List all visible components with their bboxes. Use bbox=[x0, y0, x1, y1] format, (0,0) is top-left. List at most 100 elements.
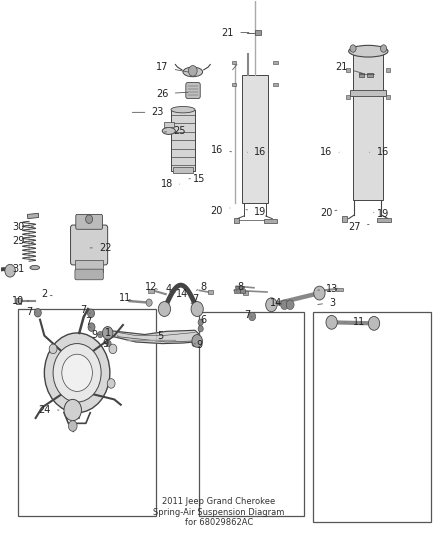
Circle shape bbox=[249, 312, 256, 321]
Circle shape bbox=[68, 421, 77, 431]
Bar bbox=[350, 90, 386, 96]
Circle shape bbox=[106, 341, 111, 347]
Circle shape bbox=[88, 309, 95, 318]
Bar bbox=[367, 73, 373, 77]
Circle shape bbox=[49, 344, 57, 354]
Bar bbox=[346, 95, 350, 99]
Bar bbox=[342, 216, 347, 222]
Bar bbox=[232, 83, 237, 86]
Bar bbox=[353, 51, 383, 94]
Bar bbox=[163, 122, 174, 127]
Circle shape bbox=[326, 316, 337, 329]
Circle shape bbox=[102, 327, 113, 340]
Text: 4: 4 bbox=[166, 284, 175, 294]
Text: 11: 11 bbox=[346, 317, 365, 327]
Text: 9: 9 bbox=[102, 338, 109, 349]
Circle shape bbox=[109, 344, 117, 354]
Text: 1: 1 bbox=[105, 328, 118, 338]
Text: 16: 16 bbox=[320, 147, 339, 157]
Circle shape bbox=[64, 399, 81, 421]
Circle shape bbox=[368, 317, 380, 330]
Ellipse shape bbox=[349, 45, 388, 57]
Text: 11: 11 bbox=[119, 293, 131, 303]
Text: 9: 9 bbox=[194, 340, 202, 350]
Bar bbox=[16, 298, 21, 304]
Bar bbox=[255, 30, 261, 35]
Text: 18: 18 bbox=[160, 179, 180, 189]
Bar bbox=[199, 312, 304, 516]
Ellipse shape bbox=[162, 127, 175, 134]
Text: 20: 20 bbox=[211, 206, 230, 216]
Text: 6: 6 bbox=[201, 314, 207, 325]
Text: 2011 Jeep Grand Cherokee
Spring-Air Suspension Diagram
for 68029862AC: 2011 Jeep Grand Cherokee Spring-Air Susp… bbox=[153, 497, 285, 527]
Text: 17: 17 bbox=[156, 62, 188, 72]
Circle shape bbox=[192, 335, 202, 348]
Circle shape bbox=[88, 323, 95, 332]
Bar bbox=[234, 289, 240, 293]
Bar bbox=[75, 260, 103, 272]
Text: 8: 8 bbox=[196, 282, 207, 292]
Circle shape bbox=[198, 319, 203, 326]
Text: 31: 31 bbox=[12, 264, 31, 274]
Circle shape bbox=[98, 332, 103, 338]
Ellipse shape bbox=[171, 107, 195, 113]
Circle shape bbox=[34, 309, 41, 317]
Bar bbox=[346, 68, 350, 72]
Bar bbox=[313, 312, 431, 522]
Bar bbox=[234, 217, 239, 223]
Text: 10: 10 bbox=[12, 296, 29, 306]
Text: 16: 16 bbox=[247, 147, 267, 157]
Bar bbox=[240, 286, 244, 288]
Text: 2: 2 bbox=[41, 289, 52, 299]
Text: 30: 30 bbox=[12, 222, 33, 232]
Ellipse shape bbox=[30, 265, 39, 270]
Circle shape bbox=[53, 344, 101, 402]
Circle shape bbox=[314, 286, 325, 300]
Text: 7: 7 bbox=[81, 305, 90, 315]
Bar bbox=[386, 95, 390, 99]
Bar bbox=[232, 61, 237, 64]
Text: 25: 25 bbox=[164, 126, 186, 136]
FancyBboxPatch shape bbox=[75, 269, 103, 280]
Bar bbox=[242, 75, 268, 203]
Bar bbox=[28, 213, 39, 219]
Circle shape bbox=[350, 45, 356, 52]
Circle shape bbox=[281, 300, 288, 310]
Bar bbox=[273, 61, 278, 64]
Circle shape bbox=[85, 215, 92, 223]
Bar bbox=[243, 292, 248, 295]
Circle shape bbox=[62, 354, 92, 391]
Bar bbox=[240, 289, 245, 293]
Circle shape bbox=[191, 302, 203, 317]
Text: 29: 29 bbox=[12, 236, 33, 246]
Bar bbox=[235, 286, 239, 288]
Bar bbox=[171, 110, 195, 171]
Text: 14: 14 bbox=[176, 289, 188, 299]
Circle shape bbox=[158, 302, 170, 317]
Text: 24: 24 bbox=[38, 405, 59, 415]
Bar bbox=[273, 83, 278, 86]
Text: 19: 19 bbox=[374, 209, 389, 220]
Circle shape bbox=[107, 378, 115, 388]
Bar bbox=[386, 68, 390, 72]
Text: 13: 13 bbox=[318, 284, 339, 294]
Text: 3: 3 bbox=[318, 297, 336, 308]
Circle shape bbox=[381, 45, 387, 52]
Text: 19: 19 bbox=[246, 207, 267, 217]
Text: 27: 27 bbox=[348, 222, 369, 232]
Text: 14: 14 bbox=[270, 297, 282, 308]
Circle shape bbox=[286, 300, 294, 310]
Text: 12: 12 bbox=[145, 282, 158, 292]
Text: 23: 23 bbox=[132, 107, 164, 117]
Text: 21: 21 bbox=[335, 62, 363, 74]
Circle shape bbox=[188, 66, 197, 76]
Circle shape bbox=[44, 333, 110, 413]
Bar bbox=[18, 309, 155, 516]
Bar bbox=[264, 219, 277, 223]
Bar bbox=[336, 288, 343, 292]
Text: 16: 16 bbox=[211, 144, 232, 155]
Bar bbox=[208, 290, 213, 294]
Polygon shape bbox=[105, 330, 199, 344]
Circle shape bbox=[198, 326, 203, 332]
Bar bbox=[173, 167, 193, 173]
